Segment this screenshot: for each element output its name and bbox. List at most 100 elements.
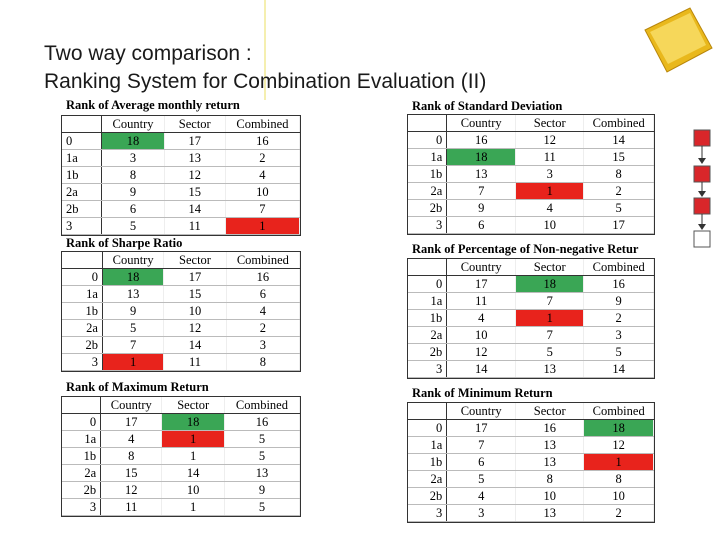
header-row: Country Sector Combined xyxy=(62,252,301,269)
rank-table: Country Sector Combined 0 18 17 16 1a 3 13 2 1b 8 12 4… xyxy=(62,116,301,235)
rank-cell: 12 xyxy=(100,481,163,499)
row-label: 2b xyxy=(408,199,448,217)
rank-cell: 18 xyxy=(102,268,165,286)
table-row: 3 11 1 5 xyxy=(62,498,301,516)
rank-cell: 16 xyxy=(225,132,301,150)
table-frame xyxy=(407,114,655,235)
rank-cell: 18 xyxy=(101,132,165,150)
rank-cell: 3 xyxy=(226,336,301,354)
rank-cell: 15 xyxy=(164,183,226,201)
rank-cell: 13 xyxy=(224,464,301,482)
rank-cell: 1 xyxy=(515,182,585,200)
rank-cell: 7 xyxy=(446,436,517,454)
row-label: 0 xyxy=(408,419,448,437)
rank-cell: 4 xyxy=(446,487,517,505)
column-header: Country xyxy=(102,252,165,269)
row-label: 1a xyxy=(408,436,448,454)
row-label: 2a xyxy=(62,464,102,482)
table-frame xyxy=(407,258,655,379)
row-label: 3 xyxy=(62,217,103,235)
table-title: Rank of Maximum Return xyxy=(66,380,209,394)
column-header: Sector xyxy=(163,252,227,269)
header-row: Country Sector Combined xyxy=(408,115,654,132)
row-label: 1a xyxy=(408,292,448,310)
table-title: Rank of Percentage of Non-negative Retur xyxy=(412,242,639,256)
table-title: Rank of Sharpe Ratio xyxy=(66,236,183,250)
row-label: 1b xyxy=(62,302,103,320)
rank-cell: 17 xyxy=(100,413,163,431)
rank-cell: 7 xyxy=(225,200,301,218)
rank-cell: 13 xyxy=(515,453,585,471)
rank-cell: 5 xyxy=(224,447,301,465)
table-row: 3 3 13 2 xyxy=(408,504,654,522)
rank-cell: 16 xyxy=(226,268,301,286)
row-label: 3 xyxy=(62,498,102,516)
table-row: 2a 5 8 8 xyxy=(408,470,654,488)
row-label: 0 xyxy=(408,275,448,293)
rank-cell: 4 xyxy=(100,430,163,448)
rank-cell: 6 xyxy=(226,285,301,303)
rank-cell: 4 xyxy=(515,199,585,217)
rank-cell: 11 xyxy=(163,353,227,371)
rank-cell: 1 xyxy=(515,309,585,327)
rank-cell: 12 xyxy=(515,131,585,149)
row-label: 2b xyxy=(62,200,103,218)
table-row: 1a 18 11 15 xyxy=(408,148,654,166)
rank-cell: 8 xyxy=(583,165,654,183)
row-label: 2b xyxy=(408,487,448,505)
table-title: Rank of Minimum Return xyxy=(412,386,553,400)
slide-title: Two way comparison : Ranking System for … xyxy=(44,40,486,96)
rank-cell: 3 xyxy=(446,504,517,522)
table-row: 2b 12 5 5 xyxy=(408,343,654,361)
rank-cell: 6 xyxy=(446,453,517,471)
header-row: Country Sector Combined xyxy=(62,397,301,414)
column-header: Sector xyxy=(515,259,585,276)
table-row: 0 16 12 14 xyxy=(408,131,654,149)
row-label: 1a xyxy=(62,430,102,448)
rank-cell: 4 xyxy=(226,302,301,320)
corner-cell xyxy=(408,403,448,420)
rank-cell: 10 xyxy=(446,326,517,344)
rank-cell: 7 xyxy=(515,326,585,344)
rank-cell: 12 xyxy=(164,166,226,184)
table-row: 1a 7 13 12 xyxy=(408,436,654,454)
rank-cell: 14 xyxy=(163,336,227,354)
rank-table: Country Sector Combined 0 17 18 16 1a 4 1 5 1b 8 1 5 2a… xyxy=(62,397,301,516)
table-row: 1a 4 1 5 xyxy=(62,430,301,448)
rank-cell: 7 xyxy=(515,292,585,310)
rank-cell: 15 xyxy=(163,285,227,303)
rank-cell: 1 xyxy=(161,498,225,516)
corner-cell xyxy=(408,259,448,276)
row-label: 1a xyxy=(62,149,103,167)
corner-cell xyxy=(62,397,102,414)
rank-cell: 1 xyxy=(161,447,225,465)
table-frame xyxy=(61,396,301,517)
table-row: 0 18 17 16 xyxy=(62,268,301,286)
rank-cell: 2 xyxy=(583,182,654,200)
rank-cell: 15 xyxy=(100,464,163,482)
row-label: 1b xyxy=(408,453,448,471)
row-label: 2a xyxy=(408,182,448,200)
column-header: Country xyxy=(446,403,517,420)
rank-cell: 7 xyxy=(446,182,517,200)
table-frame xyxy=(61,115,301,236)
rank-cell: 14 xyxy=(161,464,225,482)
row-label: 1b xyxy=(408,165,448,183)
column-header: Sector xyxy=(161,397,225,414)
row-label: 0 xyxy=(62,268,103,286)
rank-cell: 5 xyxy=(515,343,585,361)
rank-cell: 15 xyxy=(583,148,654,166)
rank-cell: 5 xyxy=(101,217,165,235)
row-label: 2a xyxy=(408,326,448,344)
column-header: Combined xyxy=(226,252,301,269)
table-row: 0 17 18 16 xyxy=(408,275,654,293)
rank-cell: 4 xyxy=(225,166,301,184)
row-label: 2a xyxy=(62,183,103,201)
rank-cell: 8 xyxy=(226,353,301,371)
rank-cell: 13 xyxy=(446,165,517,183)
rank-cell: 6 xyxy=(101,200,165,218)
rank-cell: 5 xyxy=(224,498,301,516)
rank-cell: 11 xyxy=(164,217,226,235)
table-row: 2a 9 15 10 xyxy=(62,183,301,201)
